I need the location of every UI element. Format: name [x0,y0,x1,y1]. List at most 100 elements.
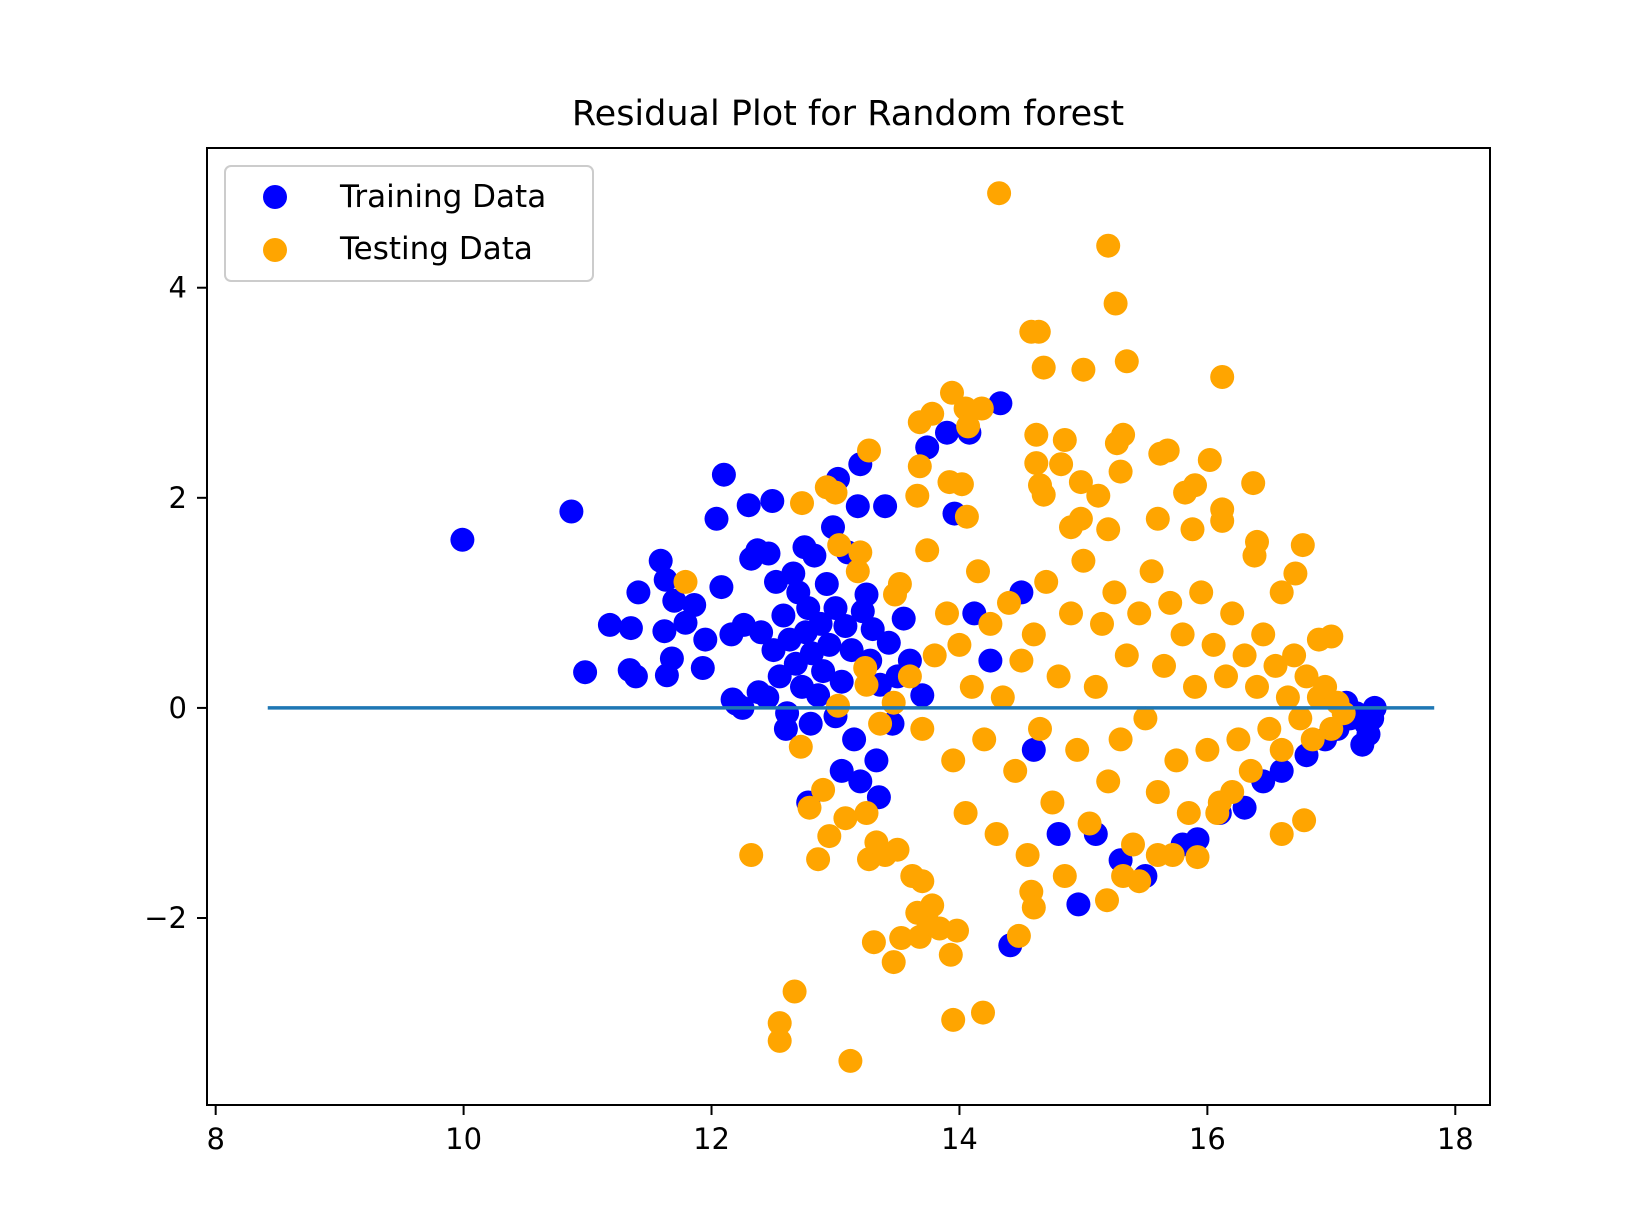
data-point [1021,895,1046,920]
data-point [1071,357,1096,382]
data-point [845,494,870,519]
data-point [1145,506,1170,531]
legend-marker-training [263,185,287,209]
data-point [1028,716,1052,741]
data-point [806,683,831,708]
data-point [829,669,854,694]
data-point [881,950,906,975]
data-point [941,748,966,773]
data-point [1096,769,1121,794]
data-point [673,610,698,635]
data-point [790,491,814,516]
data-point [782,979,807,1004]
data-point [935,601,959,626]
data-point [833,806,858,831]
data-point [1283,561,1308,586]
data-point [907,410,932,435]
data-point [653,567,678,592]
data-point [987,181,1012,206]
x-tick-label: 12 [693,1122,730,1156]
axes-frame [206,147,1491,1106]
data-point [798,711,823,736]
data-point [910,716,935,741]
y-tick-label: 2 [169,481,187,515]
data-point [845,559,870,584]
data-point [848,769,873,794]
data-point [1214,664,1238,689]
data-point [1083,674,1108,699]
data-point [1189,580,1214,605]
data-point [1197,448,1222,472]
data-point [802,543,827,568]
data-point [1103,291,1128,316]
data-point [817,824,842,849]
data-point [1077,811,1102,836]
data-point [1034,569,1059,594]
data-point [806,847,831,872]
data-point [915,538,940,563]
data-point [1220,601,1245,626]
data-point [922,643,947,668]
data-point [954,504,979,529]
data-point [781,561,806,586]
data-point [573,660,598,685]
data-point [1021,737,1046,762]
data-point [1226,727,1251,752]
data-point [1127,869,1152,894]
data-point [1152,653,1176,678]
data-point [1003,758,1028,783]
data-point [947,632,972,657]
y-tick-label: 4 [169,271,187,305]
data-point [1127,601,1152,626]
data-point [848,540,873,565]
data-point [767,1011,792,1036]
y-tick-label: −2 [144,901,187,935]
data-point [1071,548,1096,573]
data-point [940,380,964,405]
data-point [876,630,901,655]
data-point [1031,482,1056,507]
data-point [711,462,736,487]
data-point [1183,674,1207,699]
data-point [838,1048,863,1073]
data-point [690,656,715,680]
data-point [788,734,813,759]
data-point [814,572,839,596]
data-point [938,942,963,967]
data-point [1024,422,1049,447]
y-axis: −2 0 2 4 [144,271,207,935]
data-point [1145,780,1170,804]
data-point [990,685,1015,710]
legend-box [224,165,594,282]
data-point [889,926,914,950]
data-point [1269,737,1294,762]
data-point [1046,664,1071,689]
data-point [648,548,673,573]
data-point [1095,888,1119,913]
data-point [988,391,1013,416]
data-point [956,414,981,439]
data-point [1049,452,1074,477]
data-point [1263,653,1288,678]
data-point [1114,349,1139,374]
data-point [1046,822,1071,846]
data-point [662,588,687,613]
data-point [767,664,792,689]
data-point [1251,622,1276,647]
data-point [659,646,684,671]
data-point [1242,543,1267,568]
x-tick-label: 18 [1437,1122,1474,1156]
data-point [891,606,916,631]
data-point [1185,827,1210,852]
data-point [966,559,990,584]
data-point [1331,701,1356,726]
data-point [1269,580,1294,605]
data-point [709,575,734,600]
data-point [1139,559,1164,584]
data-point [1164,748,1189,773]
data-point [953,801,978,825]
data-point [797,795,822,820]
data-point [1294,664,1319,689]
data-point [811,777,836,802]
data-point [978,648,1003,673]
